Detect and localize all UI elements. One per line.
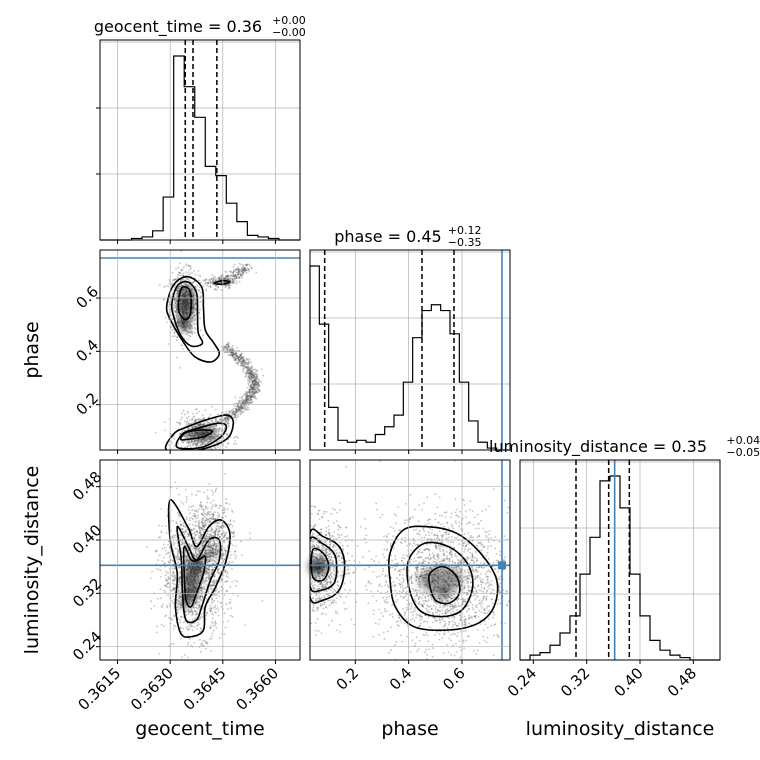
grid-hist-phase <box>310 250 510 450</box>
panel-title-text-phase: phase = 0.45 <box>334 227 441 246</box>
contours-phase-luminosity-distance <box>310 525 499 632</box>
panel-frame-2-2 <box>519 459 721 661</box>
contour-geocent-time-luminosity-distance-2 <box>182 545 207 608</box>
histogram-luminosity-distance <box>520 475 720 661</box>
grid-geocent-time-luminosity-distance <box>100 460 300 660</box>
panel-title-text-luminosity-distance: luminosity_distance = 0.35 <box>489 437 707 457</box>
contours-geocent-time-phase <box>164 275 235 450</box>
panel-frame-1-1 <box>309 249 511 451</box>
grid-phase-luminosity-distance <box>310 460 510 660</box>
density-geocent-time-phase-3 <box>197 429 210 436</box>
contour-geocent-time-phase-1 <box>175 422 228 450</box>
contour-phase-luminosity-distance-1 <box>310 536 338 593</box>
panel-frame-0-2 <box>99 459 301 661</box>
panel-title-geocent-time: geocent_time = 0.36 +0.00−0.00 <box>94 14 306 39</box>
contour-geocent-time-phase-5 <box>177 285 193 321</box>
contour-geocent-time-phase-0 <box>164 414 235 450</box>
contour-phase-luminosity-distance-5 <box>427 565 461 605</box>
contour-geocent-time-phase-6 <box>213 279 231 285</box>
ytick-label-phase-1: 0.4 <box>72 336 102 366</box>
grid-geocent-time-phase <box>100 250 300 450</box>
panel-title-upper-geocent-time: +0.00 <box>272 14 306 27</box>
panel-title-text-geocent-time: geocent_time = 0.36 <box>94 17 262 37</box>
panel-frame-0-1 <box>99 249 301 451</box>
contour-geocent-time-phase-2 <box>179 429 214 441</box>
contour-phase-luminosity-distance-3 <box>387 525 499 632</box>
panel-frame-0-0 <box>99 39 301 241</box>
xtick-label-phase-2: 0.6 <box>439 664 469 694</box>
panel-frame-1-2 <box>309 459 511 661</box>
yaxis-label-phase: phase <box>21 321 43 378</box>
density-phase-luminosity-distance-1 <box>312 562 321 571</box>
scatter-phase-luminosity-distance <box>309 459 511 661</box>
yaxis-label-luminosity-distance: luminosity_distance <box>21 466 43 655</box>
xtick-label-phase-1: 0.4 <box>386 664 416 694</box>
scatter-geocent-time-phase <box>154 250 264 451</box>
xtick-label-luminosity-distance-1: 0.32 <box>557 664 593 700</box>
xtick-label-geocent-time-3: 0.3660 <box>232 664 282 714</box>
ytick-label-phase-0: 0.2 <box>72 389 102 419</box>
xaxis-label-luminosity-distance: luminosity_distance <box>526 718 715 740</box>
panel-title-luminosity-distance: luminosity_distance = 0.35 +0.04−0.05 <box>489 434 760 459</box>
panel-title-lower-luminosity-distance: −0.05 <box>726 446 760 459</box>
panel-title-phase: phase = 0.45 +0.12−0.35 <box>334 224 481 249</box>
panel-title-lower-geocent-time: −0.00 <box>272 26 306 39</box>
contour-phase-luminosity-distance-2 <box>310 547 330 582</box>
ytick-label-phase-2: 0.6 <box>72 282 102 312</box>
xtick-label-geocent-time-0: 0.3615 <box>75 664 125 714</box>
contour-phase-luminosity-distance-4 <box>406 541 474 618</box>
contour-geocent-time-luminosity-distance-0 <box>167 499 231 638</box>
density-geocent-time-luminosity-distance-1 <box>194 560 203 573</box>
xaxis-label-phase: phase <box>381 718 438 740</box>
truth-point-phase-luminosity-distance <box>498 561 506 570</box>
density-geocent-time-luminosity-distance-3 <box>202 547 219 560</box>
panel-title-upper-phase: +0.12 <box>448 224 482 237</box>
panel-title-lower-phase: −0.35 <box>448 236 482 249</box>
histogram-geocent-time <box>100 55 300 241</box>
xtick-label-luminosity-distance-0: 0.24 <box>504 664 540 700</box>
contour-phase-luminosity-distance-0 <box>310 528 346 604</box>
panel-title-upper-luminosity-distance: +0.04 <box>726 434 760 447</box>
contour-geocent-time-phase-3 <box>165 275 221 363</box>
xtick-label-luminosity-distance-3: 0.48 <box>664 664 700 700</box>
xtick-label-luminosity-distance-2: 0.40 <box>610 664 646 700</box>
grid-hist-luminosity-distance <box>520 460 720 660</box>
xtick-label-geocent-time-2: 0.3645 <box>180 664 230 714</box>
xtick-label-geocent-time-1: 0.3630 <box>127 664 177 714</box>
grid-hist-geocent-time <box>100 40 300 240</box>
contour-geocent-time-phase-4 <box>170 280 204 348</box>
density-geocent-time-phase-1 <box>179 318 190 331</box>
histogram-phase <box>309 265 510 451</box>
xtick-label-phase-0: 0.2 <box>333 664 363 694</box>
xaxis-label-geocent-time: geocent_time <box>135 718 264 740</box>
